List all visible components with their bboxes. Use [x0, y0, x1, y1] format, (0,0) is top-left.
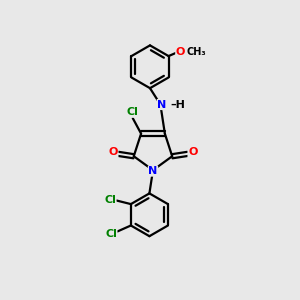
Text: Cl: Cl	[104, 195, 116, 205]
Text: N: N	[148, 166, 158, 176]
Text: CH₃: CH₃	[186, 46, 206, 57]
Text: N: N	[157, 100, 167, 110]
Text: O: O	[188, 147, 197, 158]
Text: O: O	[176, 46, 185, 57]
Text: O: O	[109, 147, 118, 158]
Text: Cl: Cl	[105, 229, 117, 239]
Text: –H: –H	[170, 100, 185, 110]
Text: Cl: Cl	[127, 107, 139, 117]
